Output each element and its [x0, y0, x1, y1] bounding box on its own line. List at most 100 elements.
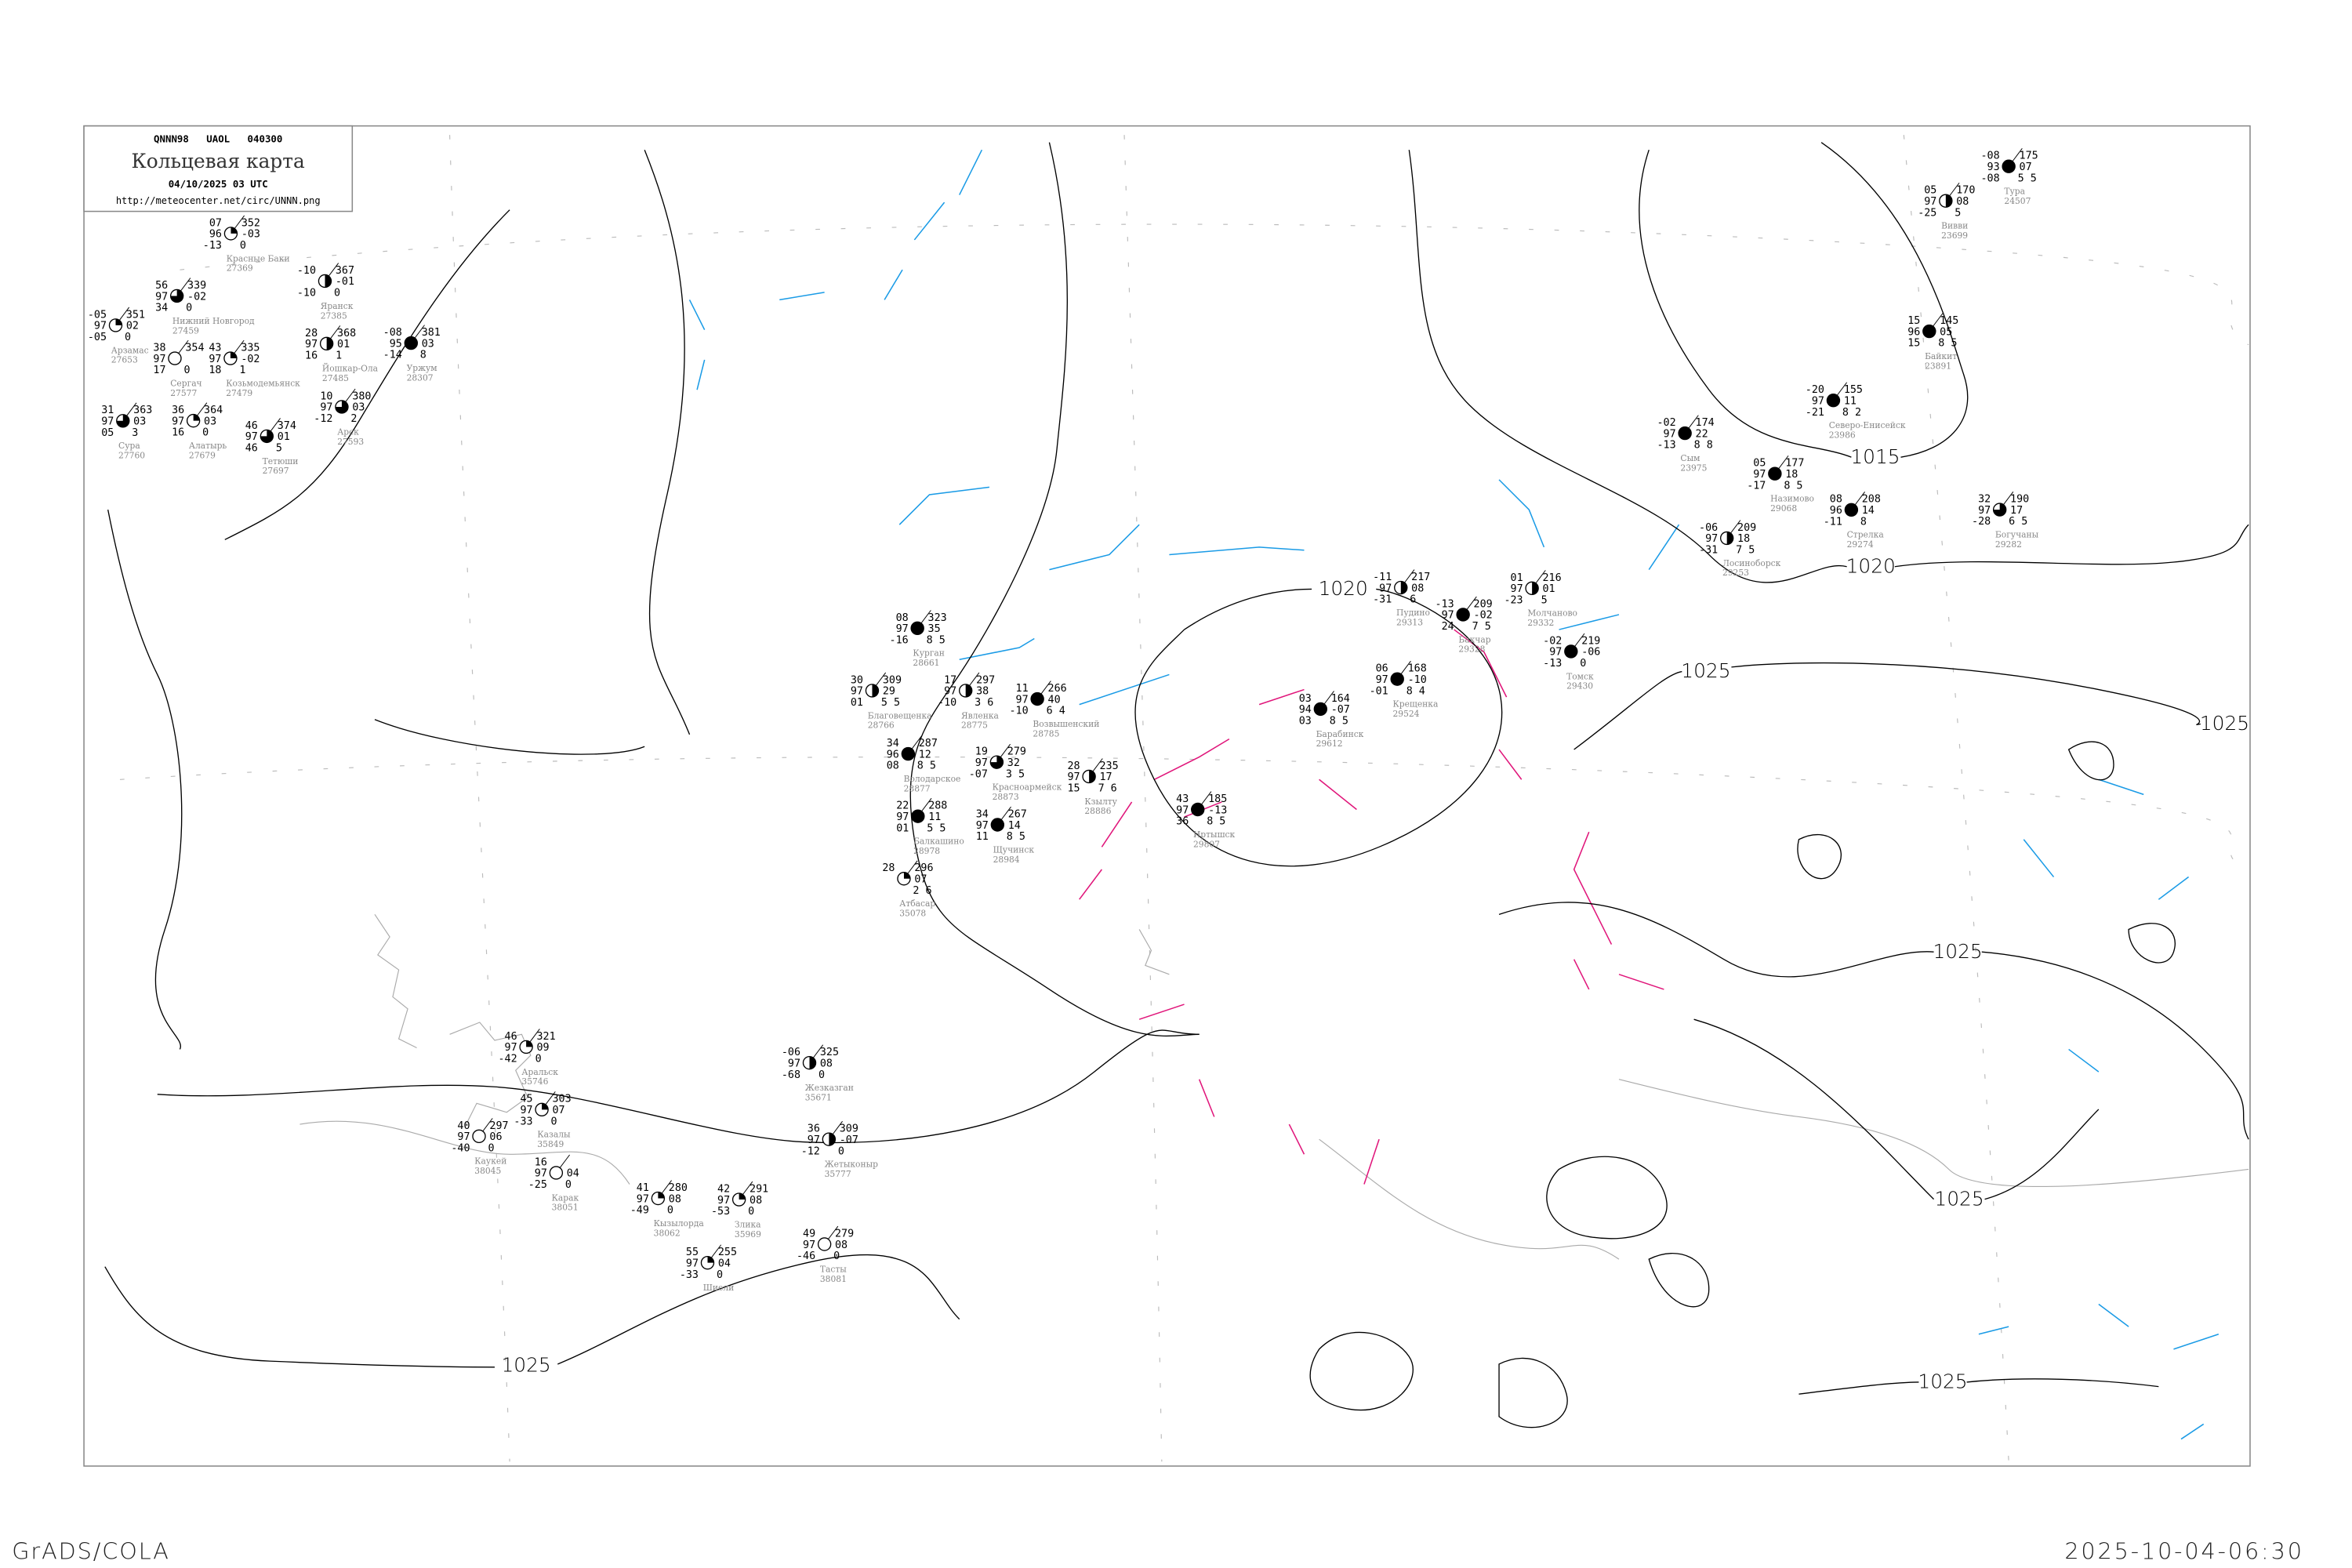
station-td: -33 — [514, 1116, 532, 1127]
station-vis: 97 — [535, 1168, 547, 1180]
station-t: 16 — [535, 1156, 547, 1168]
station-x: 2 — [350, 413, 357, 425]
station-id: 29274 — [1847, 539, 1874, 550]
station-dp: 32 — [1007, 757, 1020, 769]
station-id: 29430 — [1566, 681, 1593, 691]
station-t: 05 — [1924, 185, 1936, 197]
station-name: Красные Баки — [227, 253, 290, 263]
station-x: 0 — [186, 303, 192, 314]
station-vis: 97 — [976, 820, 989, 832]
station-id: 29807 — [1193, 839, 1220, 849]
station-id: 27385 — [321, 310, 347, 321]
station-id: 28877 — [904, 783, 931, 793]
station-p: 280 — [669, 1182, 688, 1194]
station-td: -10 — [938, 697, 956, 709]
station-id: 29253 — [1722, 568, 1749, 578]
station-id: 27369 — [227, 263, 253, 274]
station-td: 08 — [887, 760, 899, 772]
station-name: Северо-Енисейск — [1829, 420, 1906, 430]
station-p: 339 — [187, 280, 206, 292]
station-t: 28 — [305, 328, 318, 339]
station-x: 0 — [535, 1054, 542, 1065]
station-dp: 03 — [133, 416, 146, 428]
cloud-cover-fill — [193, 414, 200, 421]
station-dp: 01 — [278, 431, 290, 443]
station-dp: 14 — [1008, 820, 1021, 832]
station-vis: 97 — [320, 402, 332, 414]
cloud-cover-fill — [809, 1056, 816, 1069]
station-vis: 95 — [390, 338, 402, 350]
cloud-cover-fill — [707, 1256, 714, 1263]
cloud-cover-fill — [990, 756, 1004, 769]
station-name: Аральск — [521, 1067, 558, 1077]
station-td: 34 — [155, 303, 168, 314]
station-vis: 97 — [1753, 469, 1766, 481]
station-td: -49 — [630, 1205, 649, 1217]
station-name: Тура — [2004, 187, 2025, 197]
station-p: 368 — [337, 328, 356, 339]
station-vis: 97 — [975, 757, 988, 769]
station-vis: 97 — [1705, 533, 1718, 545]
cloud-cover-fill — [1993, 503, 2006, 517]
station-x: 2 6 — [913, 885, 931, 897]
station-id: 27760 — [118, 451, 145, 461]
station-vis: 97 — [851, 686, 863, 698]
cloud-cover-fill — [903, 872, 910, 879]
station-name: Яранск — [321, 301, 354, 311]
station-t: 38 — [153, 343, 165, 354]
station-dp: 08 — [750, 1195, 762, 1207]
station-t: 08 — [1830, 494, 1842, 506]
station-p: 235 — [1099, 760, 1118, 772]
station-name: Сергач — [170, 378, 201, 388]
station-td: -08 — [1980, 172, 1999, 184]
